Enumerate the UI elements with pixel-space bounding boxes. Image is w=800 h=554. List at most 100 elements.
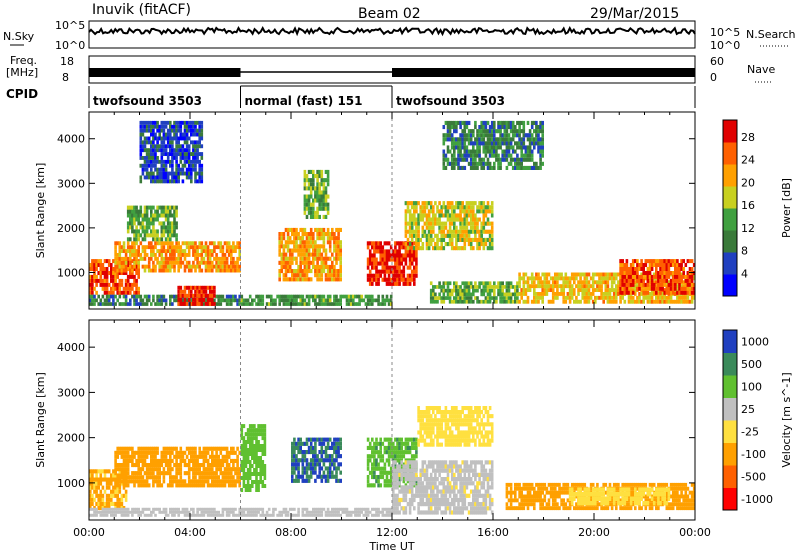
data-cell: [225, 467, 229, 472]
data-cell: [200, 156, 204, 160]
data-cell: [126, 237, 130, 242]
data-cell: [526, 295, 530, 300]
data-cell: [686, 274, 690, 279]
data-cell: [312, 454, 315, 459]
data-cell: [118, 278, 122, 283]
data-cell: [99, 469, 103, 474]
data-cell: [248, 294, 252, 299]
data-cell: [545, 280, 549, 285]
data-cell: [297, 462, 300, 467]
data-cell: [93, 477, 96, 482]
data-cell: [303, 210, 307, 215]
data-cell: [232, 483, 235, 488]
data-cell: [133, 213, 136, 218]
data-cell: [636, 271, 639, 275]
data-cell: [427, 225, 431, 230]
data-cell: [112, 501, 115, 506]
data-cell: [97, 302, 100, 306]
data-cell: [103, 274, 107, 279]
data-cell: [253, 472, 256, 476]
data-cell: [337, 248, 340, 253]
data-cell: [463, 209, 467, 214]
data-cell: [299, 273, 302, 278]
data-cell: [257, 456, 260, 460]
data-cell: [453, 161, 456, 166]
data-cell: [135, 479, 138, 484]
data-cell: [164, 229, 168, 234]
data-cell: [667, 274, 671, 279]
data-cell: [175, 159, 178, 164]
data-cell: [444, 296, 448, 300]
data-cell: [331, 302, 334, 306]
data-cell: [537, 280, 540, 285]
data-cell: [303, 260, 307, 265]
data-cell: [457, 201, 460, 206]
beam-title: Beam 02: [358, 6, 421, 22]
data-cell: [204, 249, 208, 253]
data-cell: [303, 450, 307, 455]
data-cell: [192, 152, 195, 156]
data-cell: [198, 144, 201, 149]
data-cell: [303, 206, 307, 211]
data-cell: [410, 273, 414, 278]
data-cell: [171, 144, 174, 149]
data-cell: [509, 141, 513, 146]
data-cell: [198, 124, 201, 129]
data-cell: [335, 470, 338, 475]
data-cell: [179, 483, 183, 488]
data-cell: [196, 249, 199, 253]
nsearch-tick-hi: 10^5: [710, 26, 740, 39]
data-cell: [326, 273, 330, 278]
data-cell: [139, 124, 143, 129]
data-cell: [518, 145, 521, 150]
data-cell: [312, 236, 315, 241]
data-cell: [160, 144, 164, 149]
data-cell: [320, 273, 324, 278]
data-cell: [150, 217, 153, 222]
data-cell: [288, 294, 292, 299]
data-cell: [124, 446, 128, 451]
data-cell: [530, 133, 534, 138]
data-cell: [141, 229, 145, 234]
data-cell: [373, 241, 376, 246]
data-cell: [461, 296, 464, 300]
data-cell: [143, 148, 147, 153]
data-cell: [442, 229, 446, 234]
data-cell: [152, 245, 155, 250]
data-cell: [467, 133, 471, 138]
data-cell: [124, 463, 128, 468]
data-cell: [335, 269, 338, 274]
data-cell: [665, 271, 669, 275]
data-cell: [166, 221, 170, 226]
data-cell: [206, 260, 210, 265]
data-cell: [194, 140, 197, 145]
data-cell: [507, 125, 511, 130]
data-cell: [410, 217, 414, 222]
data-cell: [135, 237, 138, 242]
data-cell: [389, 245, 393, 250]
data-cell: [408, 253, 412, 258]
data-cell: [684, 263, 688, 267]
data-cell: [522, 280, 526, 285]
data-cell: [152, 163, 155, 168]
data-cell: [185, 167, 189, 172]
data-cell: [448, 120, 452, 125]
data-cell: [187, 171, 191, 176]
data-cell: [314, 298, 317, 303]
data-cell: [463, 217, 467, 222]
data-cell: [177, 163, 180, 168]
data-cell: [112, 477, 115, 482]
data-cell: [147, 148, 151, 153]
data-cell: [482, 205, 486, 210]
data-cell: [573, 288, 576, 292]
data-cell: [190, 450, 193, 455]
data-cell: [293, 445, 296, 450]
data-cell: [558, 284, 561, 289]
data-cell: [450, 288, 454, 293]
data-cell: [682, 286, 685, 291]
data-cell: [318, 232, 321, 237]
data-cell: [488, 229, 492, 234]
data-cell: [387, 298, 391, 303]
data-cell: [604, 272, 608, 277]
data-cell: [583, 288, 587, 292]
